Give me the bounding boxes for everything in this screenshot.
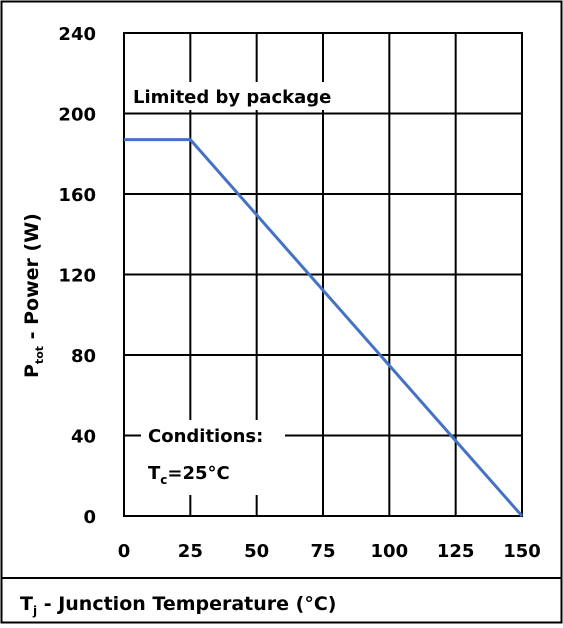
series-layer bbox=[124, 138, 524, 517]
x-tick-label: 150 bbox=[503, 541, 541, 562]
conditions-value-rest: =25°C bbox=[167, 463, 229, 484]
y-tick-label: 120 bbox=[58, 266, 96, 287]
y-axis-title-rest: - Power (W) bbox=[21, 213, 43, 346]
x-tick-label: 50 bbox=[244, 541, 269, 562]
y-axis-title-sub: tot bbox=[33, 346, 46, 364]
x-tick-label: 125 bbox=[437, 541, 475, 562]
x-axis-title: Tj - Junction Temperature (°C) bbox=[20, 593, 336, 618]
x-tick-label: 25 bbox=[178, 541, 203, 562]
annotation-conditions-title: Conditions: bbox=[148, 426, 263, 447]
y-tick-label: 40 bbox=[71, 427, 96, 448]
tick-layer: 0 25 50 75 100 125 150 0 40 80 120 160 200 240 bbox=[58, 24, 540, 562]
x-axis-title-main: T bbox=[20, 593, 33, 615]
conditions-value-sub: c bbox=[160, 473, 167, 487]
x-axis-title-sub: j bbox=[32, 604, 37, 618]
y-axis-title-main: P bbox=[21, 364, 43, 378]
y-tick-label: 200 bbox=[58, 105, 96, 126]
y-tick-label: 160 bbox=[58, 185, 96, 206]
x-tick-label: 75 bbox=[310, 541, 335, 562]
annotation-conditions-value: Tc=25°C bbox=[148, 463, 230, 487]
annotation-conditions: Conditions: Tc=25°C bbox=[141, 420, 285, 495]
y-tick-label: 80 bbox=[71, 346, 96, 367]
plot-frame bbox=[123, 32, 523, 517]
x-tick-label: 0 bbox=[118, 541, 131, 562]
series-line-power-derating bbox=[124, 138, 524, 517]
conditions-value-main: T bbox=[148, 463, 161, 484]
y-tick-label: 240 bbox=[58, 24, 96, 45]
x-tick-label: 100 bbox=[371, 541, 409, 562]
annotation-limit: Limited by package bbox=[130, 82, 335, 110]
annotation-limit-text: Limited by package bbox=[133, 87, 331, 108]
y-axis-title: Ptot - Power (W) bbox=[21, 213, 46, 378]
y-tick-label: 0 bbox=[83, 507, 96, 528]
x-axis-title-rest: - Junction Temperature (°C) bbox=[37, 593, 336, 615]
